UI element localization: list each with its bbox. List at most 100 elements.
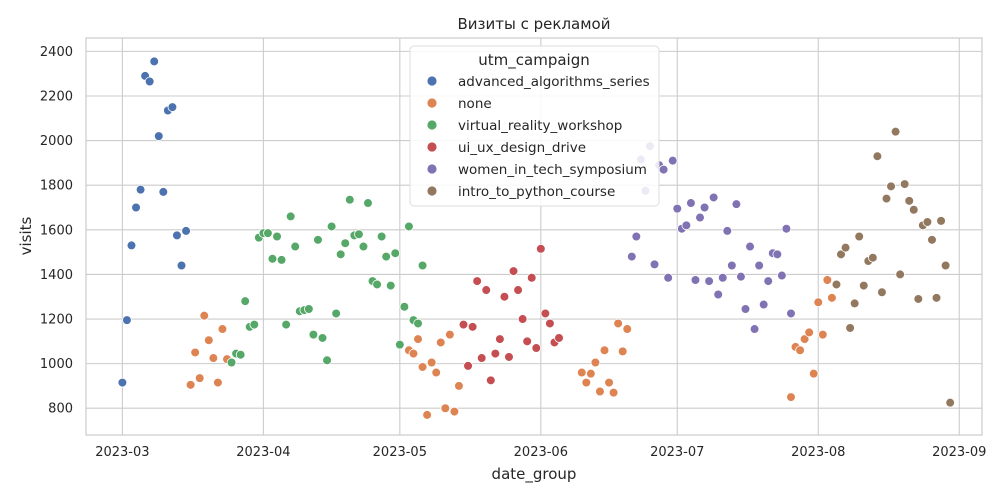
data-point [185, 380, 196, 390]
data-point [808, 368, 819, 379]
data-point [722, 226, 733, 236]
data-point [204, 335, 214, 346]
data-point [304, 304, 314, 314]
data-point [881, 193, 892, 204]
data-point [845, 323, 855, 333]
data-point [144, 76, 155, 87]
series-none [185, 275, 837, 420]
data-point [772, 249, 783, 260]
legend-label: none [458, 96, 492, 112]
data-point [399, 301, 410, 312]
data-point [554, 333, 564, 343]
legend-marker [426, 141, 438, 153]
data-point [458, 319, 469, 330]
data-point [472, 276, 482, 286]
data-point [522, 336, 532, 347]
data-point [285, 211, 296, 222]
data-point [604, 377, 614, 388]
y-tick-label: 800 [48, 402, 73, 417]
data-point [631, 231, 642, 242]
data-point [495, 334, 505, 344]
x-tick-label: 2023-05 [373, 445, 427, 460]
data-point [126, 240, 137, 251]
data-point [158, 187, 169, 197]
data-point [545, 318, 555, 329]
data-point [445, 329, 455, 340]
data-point [877, 287, 887, 298]
legend-marker [426, 185, 438, 197]
data-point [363, 198, 373, 208]
data-point [672, 203, 683, 214]
data-point [681, 220, 692, 231]
data-point [240, 296, 250, 306]
data-point [213, 377, 223, 388]
data-point [658, 164, 669, 175]
data-point [122, 315, 132, 325]
data-point [504, 352, 514, 362]
y-tick-label: 1200 [40, 313, 73, 328]
data-point [913, 294, 924, 304]
data-point [872, 151, 883, 162]
legend-marker [426, 75, 438, 87]
data-point [131, 202, 141, 213]
series-ui_ux_design_drive [458, 243, 564, 386]
data-point [263, 228, 273, 238]
legend-label: virtual_reality_workshop [458, 118, 622, 134]
data-point [454, 381, 464, 391]
data-point [417, 362, 428, 372]
legend-marker [426, 119, 438, 131]
data-point [272, 231, 282, 242]
data-point [836, 249, 846, 260]
data-point [395, 339, 405, 350]
data-point [217, 324, 228, 334]
x-axis-title: date_group [492, 465, 577, 484]
y-tick-label: 1600 [40, 223, 73, 238]
data-point [613, 318, 623, 329]
data-point [326, 221, 337, 232]
data-point [536, 243, 546, 254]
legend-label: women_in_tech_symposium [458, 162, 647, 178]
data-point [226, 357, 237, 368]
data-point [931, 293, 942, 303]
data-point [899, 179, 910, 189]
data-point [317, 333, 328, 343]
data-point [408, 348, 419, 359]
x-tick-label: 2023-07 [650, 445, 704, 460]
data-point [781, 223, 792, 234]
data-point [467, 322, 478, 332]
data-point [649, 259, 660, 270]
y-axis-title: visits [17, 216, 35, 255]
data-point [713, 289, 724, 300]
data-point [376, 231, 387, 242]
data-point [194, 373, 205, 383]
data-point [531, 343, 542, 353]
data-point [799, 334, 810, 344]
data-point [249, 319, 260, 330]
legend: utm_campaign advanced_algorithms_seriesn… [409, 45, 660, 207]
data-point [390, 248, 401, 259]
data-point [622, 324, 633, 334]
data-point [936, 216, 946, 226]
data-point [940, 260, 951, 271]
y-tick-label: 1800 [40, 179, 73, 194]
data-point [945, 397, 955, 408]
data-point [404, 221, 414, 232]
data-point [413, 334, 423, 344]
data-point [908, 204, 919, 215]
data-point [290, 241, 301, 252]
data-point [927, 235, 937, 245]
data-point [617, 346, 628, 357]
data-point [745, 241, 755, 252]
data-point [749, 324, 760, 334]
data-point [517, 314, 528, 324]
legend-title: utm_campaign [478, 51, 589, 70]
data-point [476, 353, 487, 363]
data-point [354, 229, 364, 240]
data-point [758, 299, 769, 310]
data-point [308, 329, 319, 340]
data-point [190, 347, 200, 358]
data-point [786, 308, 796, 319]
data-point [595, 386, 605, 397]
data-point [895, 269, 905, 280]
